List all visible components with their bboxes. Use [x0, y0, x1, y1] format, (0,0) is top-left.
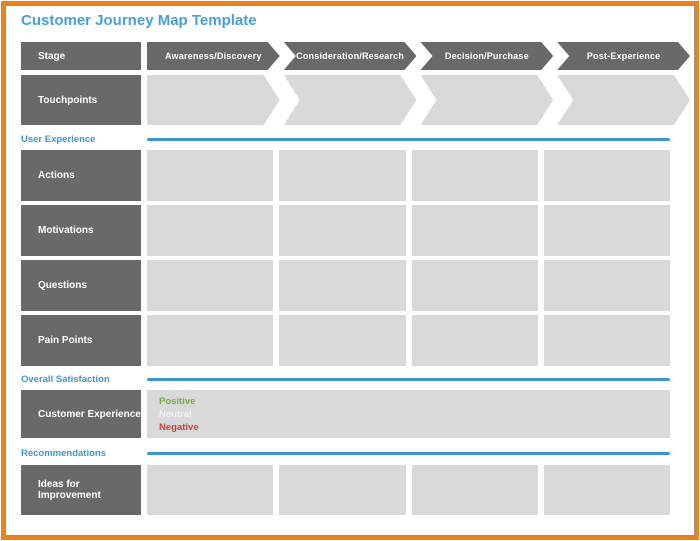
overall-satisfaction-divider-line	[147, 377, 670, 381]
overall-satisfaction-section-header: Overall Satisfaction	[21, 372, 670, 386]
motivations-cell[interactable]	[411, 205, 538, 256]
pain-points-cell[interactable]	[411, 315, 538, 366]
overall-satisfaction-heading: Overall Satisfaction	[21, 373, 110, 385]
recommendations-section-header: Recommendations	[21, 446, 670, 460]
satisfaction-positive-label: Positive	[159, 396, 196, 407]
motivations-cell[interactable]	[147, 205, 274, 256]
customer-experience-panel[interactable]: Positive Neutral Negative	[147, 390, 670, 438]
user-experience-heading: User Experience	[21, 133, 96, 145]
row-label-ideas-for-improvement: Ideas for Improvement	[21, 465, 141, 515]
stage-row-label: Stage	[21, 42, 141, 70]
actions-cell[interactable]	[147, 150, 274, 201]
row-label-motivations: Motivations	[21, 205, 141, 256]
actions-cell[interactable]	[279, 150, 406, 201]
row-label-pain-points: Pain Points	[21, 315, 141, 366]
stage-arrow-awareness-discovery: Awareness/Discovery	[147, 42, 280, 70]
satisfaction-negative-label: Negative	[159, 422, 199, 433]
stage-arrow-consideration-research: Consideration/Research	[284, 42, 417, 70]
user-experience-section-header: User Experience	[21, 132, 670, 146]
actions-cell[interactable]	[543, 150, 670, 201]
page-title: Customer Journey Map Template	[21, 12, 257, 29]
questions-cell[interactable]	[279, 260, 406, 311]
user-experience-divider-line	[147, 137, 670, 141]
motivations-cell[interactable]	[279, 205, 406, 256]
ideas-cell[interactable]	[147, 465, 274, 515]
touchpoint-cell[interactable]	[421, 75, 554, 125]
ideas-cell[interactable]	[279, 465, 406, 515]
recommendations-divider-line	[147, 451, 670, 455]
satisfaction-neutral-label: Neutral	[159, 409, 192, 420]
stage-row: Stage Awareness/Discovery Consideration/…	[21, 42, 670, 70]
touchpoints-row: Touchpoints	[21, 75, 670, 125]
questions-cell[interactable]	[543, 260, 670, 311]
touchpoints-row-label: Touchpoints	[21, 75, 141, 125]
recommendations-heading: Recommendations	[21, 447, 106, 459]
motivations-cell[interactable]	[543, 205, 670, 256]
stage-arrow-decision-purchase: Decision/Purchase	[421, 42, 554, 70]
ideas-for-improvement-row: Ideas for Improvement	[21, 465, 670, 515]
pain-points-cell[interactable]	[147, 315, 274, 366]
row-label-actions: Actions	[21, 150, 141, 201]
row-label-questions: Questions	[21, 260, 141, 311]
template-content: Customer Journey Map Template Stage Awar…	[21, 12, 700, 515]
ideas-cell[interactable]	[411, 465, 538, 515]
pain-points-cell[interactable]	[543, 315, 670, 366]
touchpoint-cell[interactable]	[147, 75, 280, 125]
row-label-customer-experience: Customer Experience	[21, 390, 141, 438]
questions-cell[interactable]	[411, 260, 538, 311]
customer-experience-row: Customer Experience Positive Neutral Neg…	[21, 390, 670, 438]
touchpoint-cell[interactable]	[284, 75, 417, 125]
touchpoint-cell[interactable]	[557, 75, 690, 125]
ideas-cell[interactable]	[543, 465, 670, 515]
pain-points-cell[interactable]	[279, 315, 406, 366]
actions-cell[interactable]	[411, 150, 538, 201]
touchpoints-cells	[147, 75, 690, 125]
stage-arrow-post-experience: Post-Experience	[557, 42, 690, 70]
user-experience-grid: Actions Motivations Questions Pain Point…	[21, 150, 670, 366]
stage-arrows: Awareness/Discovery Consideration/Resear…	[147, 42, 690, 70]
questions-cell[interactable]	[147, 260, 274, 311]
